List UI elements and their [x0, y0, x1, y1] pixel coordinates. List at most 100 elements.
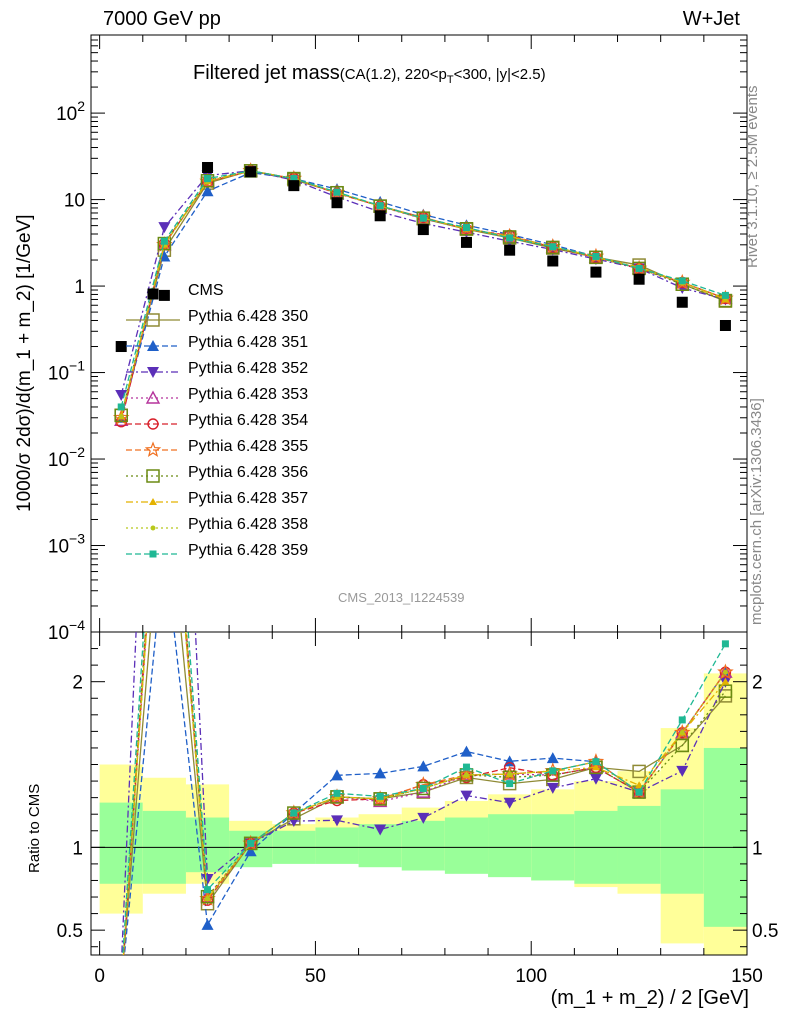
- ratio-point-358: [162, 373, 167, 378]
- ratio-point-351: [374, 767, 387, 779]
- x-tick-label: 100: [515, 966, 547, 987]
- ratio-point-356: [287, 806, 301, 820]
- series-point-359: [462, 224, 470, 232]
- plot-title: Filtered jet mass(CA(1.2), 220<pT<300, |…: [193, 62, 546, 86]
- ratio-line-350: [123, 632, 726, 955]
- x-axis-label: (m_1 + m_2) / 2 [GeV]: [550, 987, 749, 1009]
- legend-label-359: Pythia 6.428 359: [188, 542, 309, 559]
- series-point-352: [158, 222, 171, 234]
- ratio-line-358: [122, 632, 726, 955]
- x-tick-label: 150: [731, 966, 763, 987]
- ratio-point-354: [244, 837, 257, 850]
- legend-label-cms: CMS: [188, 282, 224, 299]
- legend-label-351: Pythia 6.428 351: [188, 334, 309, 351]
- cms-data-point: [719, 319, 731, 331]
- ratio-point-355: [199, 890, 216, 906]
- ratio-point-352: [201, 874, 214, 886]
- cms-data-point: [417, 224, 429, 236]
- cms-data-point: [202, 161, 214, 173]
- x-tick-label: 50: [305, 966, 326, 987]
- legend-marker-cms: [147, 288, 159, 300]
- ratio-point-354: [288, 807, 300, 819]
- ratio-point-355: [674, 723, 691, 740]
- series-point-356: [157, 236, 172, 251]
- legend-marker-358: [150, 525, 156, 531]
- ratio-point-352: [503, 797, 516, 809]
- ratio-point-359: [678, 716, 686, 724]
- ratio-axes-box: [90, 631, 748, 956]
- ratio-point-351: [546, 752, 559, 764]
- ratio-point-359: [247, 839, 255, 847]
- series-point-356: [459, 222, 474, 236]
- ratio-point-351: [331, 769, 343, 781]
- rivet-version-label: Rivet 3.1.10, ≥ 2.5M events: [744, 85, 761, 269]
- ratio-point-350: [115, 980, 127, 992]
- ratio-point-350: [632, 764, 646, 779]
- ratio-tick-label-left: 0.5: [57, 921, 83, 942]
- ratio-point-359: [333, 789, 341, 797]
- ratio-point-358: [507, 771, 513, 777]
- ratio-point-356: [243, 836, 258, 851]
- ratio-line-356: [122, 632, 726, 955]
- stat-uncertainty-band: [315, 827, 359, 864]
- ratio-point-359: [376, 792, 384, 800]
- ratio-tick-label-left: 1: [72, 838, 83, 859]
- cms-data-point: [460, 236, 472, 248]
- ratio-curves: [115, 349, 734, 993]
- ratio-point-350: [158, 455, 170, 467]
- cms-data-point: [288, 180, 300, 192]
- series-point-359: [204, 175, 212, 183]
- ratio-point-354: [676, 726, 688, 739]
- ratio-point-359: [204, 886, 212, 894]
- legend-label-356: Pythia 6.428 356: [188, 464, 309, 481]
- ratio-point-356: [158, 349, 170, 361]
- series-point-359: [635, 264, 643, 272]
- cms-data-point: [158, 289, 170, 301]
- energy-label: 7000 GeV pp: [103, 8, 221, 30]
- cms-data-point: [590, 266, 602, 278]
- legend-marker-352: [147, 367, 159, 378]
- stat-uncertainty-band: [99, 802, 143, 884]
- x-tick-label: 0: [94, 966, 105, 987]
- y-tick-label: 10−3: [48, 531, 85, 558]
- mcplots-label: mcplots.cern.ch [arXiv:1306.3436]: [748, 398, 765, 625]
- y-axis-label: 1000/σ 2dσ)/d(m_1 + m_2) [1/GeV]: [14, 214, 35, 512]
- legend-label-353: Pythia 6.428 353: [188, 386, 309, 403]
- legend-marker-354: [147, 418, 159, 430]
- ratio-axis-label: Ratio to CMS: [26, 783, 43, 873]
- ratio-point-351: [201, 918, 214, 930]
- ratio-point-352: [115, 962, 127, 973]
- series-point-359: [549, 243, 557, 251]
- legend-marker-355: [144, 441, 162, 458]
- ratio-point-359: [462, 763, 470, 771]
- series-point-351: [201, 185, 214, 197]
- ratio-point-358: [463, 772, 469, 778]
- ratio-tick-label-right: 1: [752, 838, 763, 859]
- ratio-point-359: [419, 784, 427, 792]
- ratio-point-351: [115, 982, 127, 993]
- stat-uncertainty-band: [401, 820, 445, 871]
- series-point-359: [592, 252, 600, 260]
- cms-data-point: [676, 296, 688, 308]
- ratio-point-358: [679, 730, 685, 736]
- ratio-line-352: [121, 632, 726, 955]
- series-point-359: [333, 188, 341, 196]
- series-point-359: [721, 291, 729, 299]
- ratio-point-359: [549, 767, 557, 775]
- ratio-point-358: [119, 985, 124, 990]
- legend-label-358: Pythia 6.428 358: [188, 516, 309, 533]
- stat-uncertainty-band: [488, 814, 532, 878]
- ratio-plot-frame: 0 50 100 150 0.5 0.5 1 1 2 2: [57, 631, 778, 987]
- legend-marker-359: [149, 550, 157, 558]
- ratio-point-359: [506, 780, 514, 788]
- series-point-355: [199, 172, 216, 189]
- ratio-tick-label-left: 2: [72, 673, 83, 694]
- plot-title-sub-pre: (CA(1.2), 220<p: [339, 66, 447, 83]
- ratio-point-359: [118, 976, 125, 983]
- plot-title-sub-index: T: [446, 74, 454, 87]
- series-point-358: [118, 414, 124, 420]
- y-tick-label: 10−4: [48, 617, 85, 644]
- legend-label-355: Pythia 6.428 355: [188, 438, 309, 455]
- ratio-point-355: [717, 663, 734, 680]
